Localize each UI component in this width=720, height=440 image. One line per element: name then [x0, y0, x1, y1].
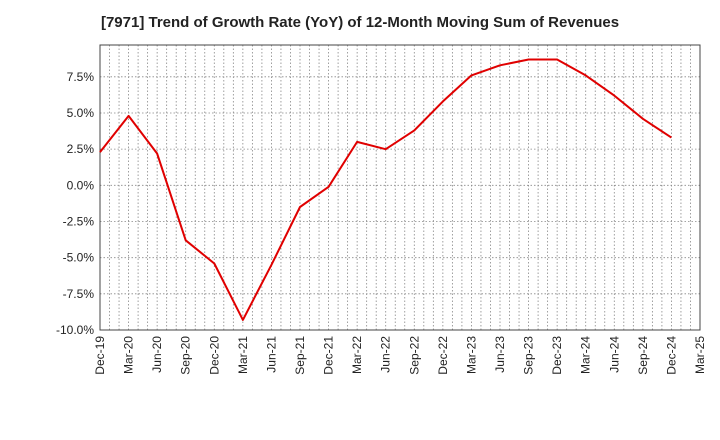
- x-tick-label: Sep-22: [407, 336, 421, 375]
- series-line: [99, 58, 672, 321]
- x-tick-label: Mar-20: [122, 336, 136, 374]
- x-tick-label: Mar-25: [693, 336, 707, 374]
- x-tick-label: Sep-24: [636, 336, 650, 375]
- y-tick-label: 5.0%: [67, 106, 95, 120]
- y-tick-label: 0.0%: [67, 178, 95, 192]
- y-tick-label: 7.5%: [67, 70, 95, 84]
- x-tick-label: Dec-23: [550, 336, 564, 375]
- x-tick-label: Dec-22: [436, 336, 450, 375]
- x-tick-label: Jun-24: [607, 336, 621, 373]
- x-tick-label: Dec-19: [93, 336, 107, 375]
- x-tick-label: Dec-21: [322, 336, 336, 375]
- chart-title: [7971] Trend of Growth Rate (YoY) of 12-…: [100, 14, 620, 31]
- x-tick-label: Jun-21: [264, 336, 278, 373]
- x-tick-label: Jun-23: [493, 336, 507, 373]
- x-tick-label: Mar-24: [579, 336, 593, 374]
- y-tick-label: 2.5%: [67, 142, 95, 156]
- x-tick-label: Sep-20: [179, 336, 193, 375]
- x-tick-label: Mar-21: [236, 336, 250, 374]
- plot-frame: [99, 44, 701, 331]
- y-tick-label: -10.0%: [56, 323, 94, 337]
- x-tick-label: Sep-21: [293, 336, 307, 375]
- x-tick-label: Mar-22: [350, 336, 364, 374]
- x-tick-label: Dec-24: [664, 336, 678, 375]
- y-tick-label: -2.5%: [63, 214, 95, 228]
- y-tick-label: -5.0%: [63, 251, 95, 265]
- x-tick-label: Mar-23: [464, 336, 478, 374]
- x-tick-label: Jun-20: [150, 336, 164, 373]
- plot-area: [100, 45, 700, 330]
- x-tick-label: Jun-22: [379, 336, 393, 373]
- y-tick-label: -7.5%: [63, 287, 95, 301]
- x-tick-label: Sep-23: [522, 336, 536, 375]
- x-tick-label: Dec-20: [207, 336, 221, 375]
